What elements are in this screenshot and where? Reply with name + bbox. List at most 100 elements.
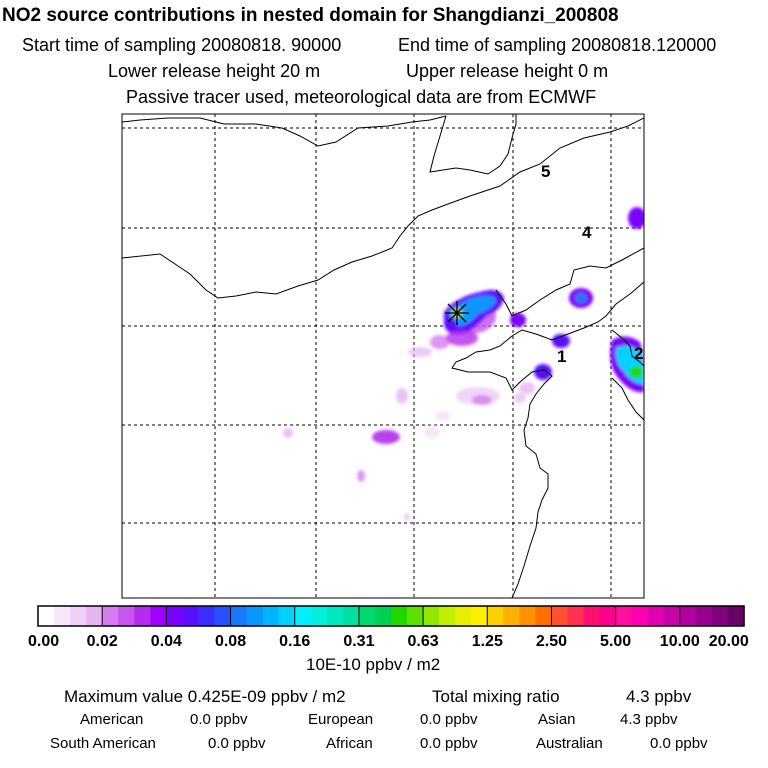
border-peninsula-north — [429, 114, 517, 175]
colorbar-tick-label: 1.25 — [471, 633, 503, 650]
colorbar-cell — [198, 606, 216, 626]
plume-1-region — [552, 334, 570, 348]
colorbar-cell — [583, 606, 601, 626]
colorbar-cell — [439, 606, 456, 626]
colorbar-cell — [38, 606, 55, 626]
plume-sw-1 — [430, 335, 450, 349]
plume-south-2 — [396, 388, 408, 404]
colorbar-cell — [214, 606, 232, 626]
region-name-european: European — [308, 711, 374, 728]
plume-south-6 — [357, 470, 365, 482]
colorbar-cell — [503, 606, 520, 626]
colorbar-cell — [166, 606, 184, 626]
plume-east-1 — [510, 313, 526, 327]
colorbar-cell — [455, 606, 472, 626]
colorbar-cell — [631, 606, 649, 626]
chart-title: NO2 source contributions in nested domai… — [2, 5, 619, 26]
colorbar-cell — [342, 606, 360, 626]
plume-south-4 — [424, 426, 440, 438]
colorbar-cell — [182, 606, 200, 626]
colorbar-cell — [134, 606, 151, 626]
colorbar-cell — [262, 606, 280, 626]
colorbar-frame — [37, 605, 745, 627]
region-label-1: 1 — [557, 347, 566, 366]
colorbar-cell — [647, 606, 665, 626]
colorbar-cell — [727, 606, 745, 626]
colorbar-cell — [230, 606, 248, 626]
start-time-label: Start time of sampling 20080818. 90000 — [22, 35, 342, 55]
colorbar-cell — [471, 606, 488, 626]
max-value-label: Maximum value 0.425E-09 ppbv / m2 — [64, 687, 346, 706]
region-value-american: 0.0 ppbv — [190, 711, 248, 728]
colorbar-tick-label: 20.00 — [708, 633, 749, 650]
colorbar-unit-label: 10E-10 ppbv / m2 — [306, 655, 441, 674]
colorbar-cell — [551, 606, 569, 626]
colorbar-cell — [679, 606, 697, 626]
colorbar-tick-label: 2.50 — [535, 633, 568, 650]
region-name-african: African — [326, 735, 373, 752]
plume-edge-top — [628, 207, 644, 229]
colorbar-tick-label: 0.16 — [279, 633, 311, 650]
region-value-european: 0.0 ppbv — [420, 711, 478, 728]
receptor-marker-icon — [445, 301, 469, 325]
region-value-african: 0.0 ppbv — [420, 735, 478, 752]
colorbar-cell — [278, 606, 296, 626]
colorbar-cell — [407, 606, 424, 626]
plume-east-edge-core — [629, 366, 643, 378]
colorbar-tick-label: 0.04 — [150, 633, 182, 650]
plume-sw-3 — [408, 347, 432, 357]
region-name-asian: Asian — [538, 711, 576, 728]
coast-east-peninsula — [611, 329, 644, 367]
colorbar-cell — [391, 606, 408, 626]
plume-bay-3 — [514, 393, 526, 403]
colorbar-cell — [70, 606, 87, 626]
plume-sw-2 — [446, 330, 478, 346]
colorbar-cell — [310, 606, 328, 626]
plume-south-5 — [436, 411, 450, 421]
colorbar-cell — [358, 606, 376, 626]
coastlines — [122, 114, 644, 598]
colorbar-cell — [118, 606, 135, 626]
colorbar-cell — [535, 606, 553, 626]
colorbar-cell — [326, 606, 344, 626]
region-value-asian: 4.3 ppbv — [620, 711, 678, 728]
region-name-south-american: South American — [50, 735, 156, 752]
plume-west — [283, 428, 293, 438]
concentration-field — [283, 207, 644, 520]
coast-north-gulf — [495, 247, 644, 317]
colorbar-cell — [374, 606, 392, 626]
region-value-south-american: 0.0 ppbv — [208, 735, 266, 752]
colorbar-cell — [663, 606, 681, 626]
colorbar-tick-label: 0.00 — [28, 633, 60, 650]
colorbar-tick-label: 0.63 — [407, 633, 439, 650]
colorbar-cell — [54, 606, 71, 626]
colorbar-cell — [599, 606, 617, 626]
region-name-american: American — [80, 711, 144, 728]
region-label-5: 5 — [541, 162, 550, 181]
plume-bay — [534, 364, 552, 380]
colorbar-tick-label: 0.08 — [214, 633, 247, 650]
tracer-note: Passive tracer used, meteorological data… — [126, 87, 597, 107]
colorbar-cell — [487, 606, 504, 626]
upper-release-label: Upper release height 0 m — [406, 61, 609, 81]
colorbar-cell — [150, 606, 167, 626]
coast-east-korea — [611, 377, 644, 421]
colorbar-cell — [86, 606, 103, 626]
plume-south-1-core — [472, 395, 492, 405]
colorbar-tick-label: 0.31 — [343, 633, 375, 650]
colorbar-cell — [711, 606, 729, 626]
colorbar-cell — [615, 606, 633, 626]
map-frame — [121, 113, 645, 599]
region-name-australian: Australian — [536, 735, 603, 752]
region-value-australian: 0.0 ppbv — [650, 735, 708, 752]
colorbar-cell — [246, 606, 264, 626]
border-north — [122, 115, 447, 147]
region-label-4: 4 — [582, 223, 592, 242]
colorbar-cell — [423, 606, 440, 626]
total-mixing-value: 4.3 ppbv — [626, 687, 692, 706]
end-time-label: End time of sampling 20080818.120000 — [398, 35, 717, 55]
border-inner — [122, 117, 644, 299]
colorbar-cell — [695, 606, 713, 626]
